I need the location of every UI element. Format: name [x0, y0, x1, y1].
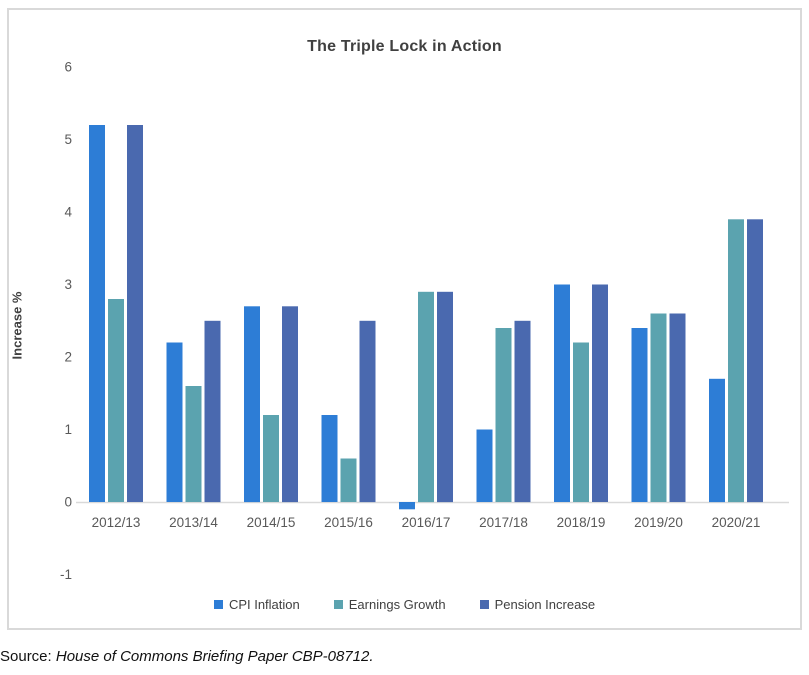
x-axis-label: 2017/18 [479, 515, 528, 530]
bar-pension-increase [514, 320, 531, 503]
bar-cpi-inflation [399, 502, 415, 510]
chart-title: The Triple Lock in Action [307, 38, 502, 55]
x-axis-label: 2012/13 [92, 515, 141, 530]
bar-pension-increase [282, 306, 298, 503]
legend-item-earnings-growth: Earnings Growth [333, 597, 446, 612]
source-citation: House of Commons Briefing Paper CBP-0871… [55, 648, 374, 665]
bar-pension-increase [127, 125, 143, 502]
bar-cpi-inflation [321, 415, 338, 502]
legend-label: CPI Inflation [228, 597, 300, 612]
x-axis-label: 2013/14 [169, 515, 218, 530]
bar-earnings-growth [108, 299, 124, 502]
bar-pension-increase [592, 284, 608, 502]
x-axis-label: 2016/17 [402, 515, 451, 530]
legend-swatch-icon [213, 600, 223, 609]
legend-swatch-icon [333, 600, 343, 609]
bar-earnings-growth [650, 313, 667, 502]
x-axis-label: 2020/21 [712, 515, 761, 530]
bar-cpi-inflation [709, 378, 725, 503]
x-axis-label: 2018/19 [557, 515, 606, 530]
bar-earnings-growth [728, 219, 744, 503]
y-tick-label: 2 [64, 350, 72, 365]
bar-cpi-inflation [89, 125, 105, 502]
y-tick-label: 0 [64, 495, 72, 510]
bar-cpi-inflation [554, 284, 570, 502]
source-line: Source: House of Commons Briefing Paper … [0, 648, 374, 665]
x-axis-label: 2015/16 [324, 515, 373, 530]
bar-earnings-growth [573, 342, 589, 502]
bar-pension-increase [204, 320, 221, 503]
bar-pension-increase [437, 291, 453, 503]
legend-label: Pension Increase [494, 597, 596, 612]
bar-pension-increase [669, 313, 686, 502]
y-tick-label: 4 [64, 205, 72, 220]
bar-pension-increase [747, 219, 763, 503]
legend-swatch-icon [479, 600, 489, 609]
x-axis-label: 2014/15 [247, 515, 296, 530]
legend-label: Earnings Growth [348, 597, 446, 612]
bar-pension-increase [359, 320, 376, 503]
y-tick-label: 5 [64, 132, 72, 147]
y-tick-label: 3 [64, 277, 72, 292]
legend-item-cpi-inflation: CPI Inflation [213, 597, 300, 612]
bar-cpi-inflation [244, 306, 260, 503]
bar-earnings-growth [185, 386, 202, 502]
y-tick-label: -1 [60, 567, 72, 582]
legend-item-pension-increase: Pension Increase [479, 597, 596, 612]
source-label: Source: [0, 648, 56, 665]
bar-earnings-growth [418, 291, 434, 503]
bar-earnings-growth [340, 458, 357, 502]
bar-earnings-growth [495, 328, 512, 502]
legend: CPI Inflation Earnings Growth Pension Incr… [7, 597, 802, 612]
bar-cpi-inflation [166, 342, 183, 502]
y-tick-label: 1 [64, 422, 72, 437]
x-axis-label: 2019/20 [634, 515, 683, 530]
bar-cpi-inflation [631, 328, 648, 502]
y-tick-label: 6 [64, 60, 72, 75]
bar-cpi-inflation [476, 429, 493, 502]
bar-earnings-growth [263, 415, 279, 502]
